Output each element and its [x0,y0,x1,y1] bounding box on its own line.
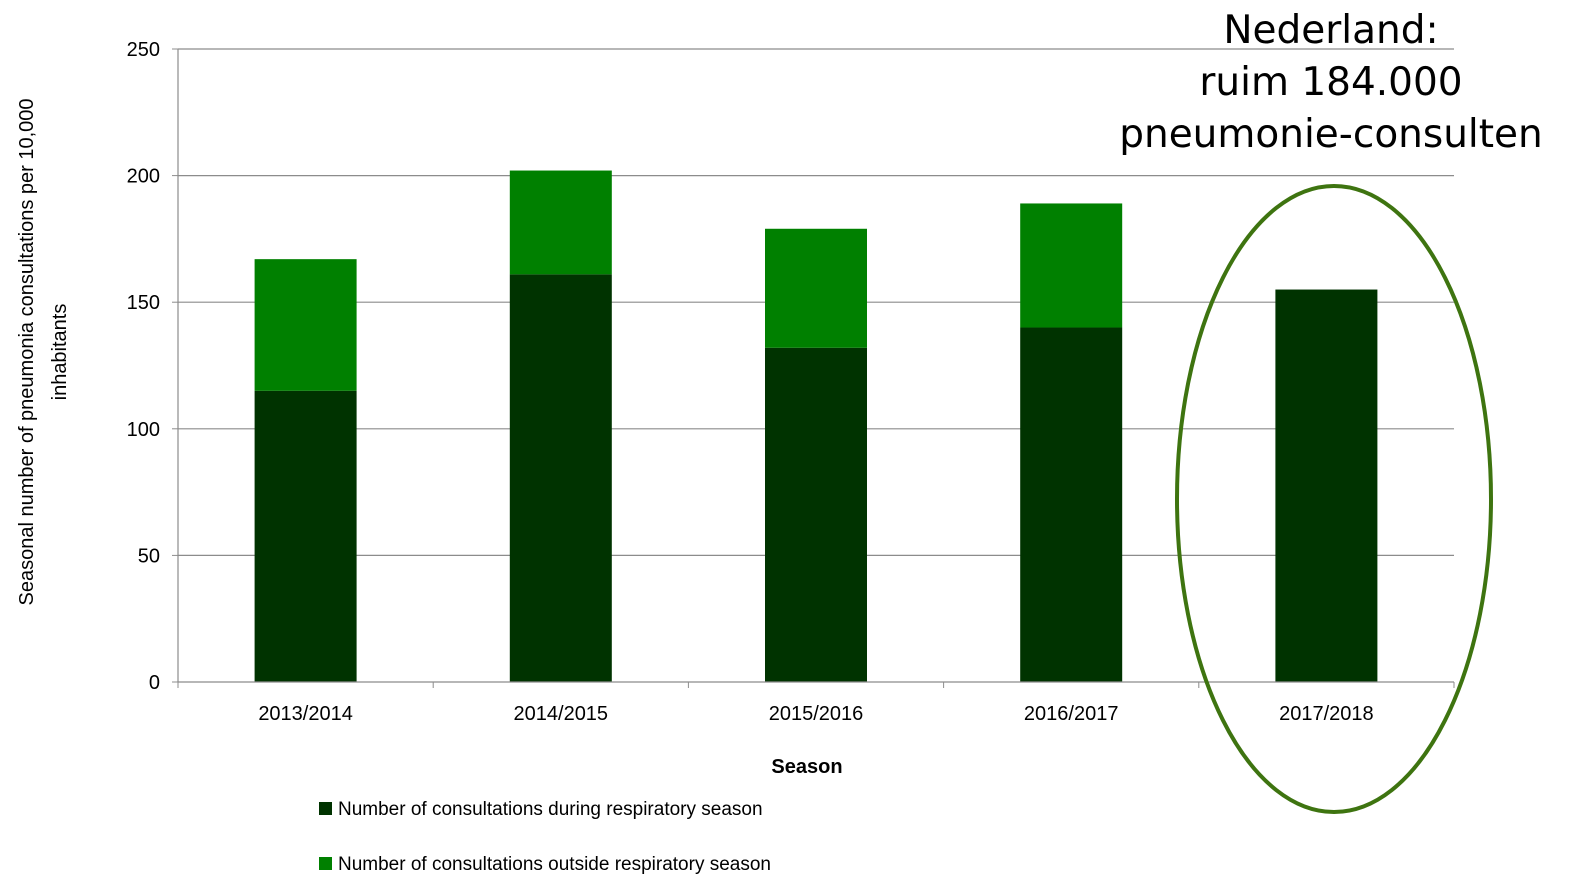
bar-outside-2016-2017 [1020,203,1123,328]
x-tick-label: 2017/2018 [1279,703,1374,725]
axes: 0 50 100 150 200 250 2013/2014 2014/2015 2015/20… [127,39,1455,725]
y-tick-label: 250 [127,39,160,61]
highlight-ellipse [1175,184,1493,814]
x-tick-label: 2013/2014 [258,703,353,725]
bars [254,170,1378,682]
y-axis-title-2: inhabitants [49,304,71,401]
annotation-line-2: ruim 184.000 [1199,60,1462,105]
annotation-line-1: Nederland: [1223,8,1438,53]
bar-during-2013-2014 [254,390,357,682]
bar-during-2017-2018 [1275,289,1378,682]
bar-outside-2013-2014 [254,259,357,391]
y-tick-label: 150 [127,292,160,314]
x-tick-label: 2016/2017 [1024,703,1119,725]
bar-outside-2015-2016 [765,228,867,348]
y-tick-label: 50 [138,545,160,567]
x-tick-label: 2015/2016 [769,703,864,725]
y-axis-title-line-2: inhabitants [49,304,71,401]
legend-swatch-outside [319,857,332,870]
x-axis-title: Season [771,756,842,778]
legend-swatch-during [319,802,332,815]
y-tick-label: 100 [127,419,160,441]
bar-outside-2014-2015 [509,170,612,275]
legend-label-outside: Number of consultations outside respirat… [338,854,771,875]
legend: Number of consultations during respirato… [319,799,771,875]
legend-label-during: Number of consultations during respirato… [338,799,763,820]
y-axis-title: Seasonal number of pneumonia consultatio… [16,98,38,605]
annotation: Nederland: ruim 184.000 pneumonie-consul… [1119,8,1543,814]
annotation-line-3: pneumonie-consulten [1119,112,1543,157]
y-tick-label: 0 [149,672,160,694]
x-tick-label: 2014/2015 [514,703,609,725]
y-tick-label: 200 [127,166,160,188]
bar-during-2015-2016 [765,347,867,682]
y-axis-title-line-1: Seasonal number of pneumonia consultatio… [16,98,38,605]
bar-during-2014-2015 [509,274,612,682]
bar-during-2016-2017 [1020,327,1123,682]
